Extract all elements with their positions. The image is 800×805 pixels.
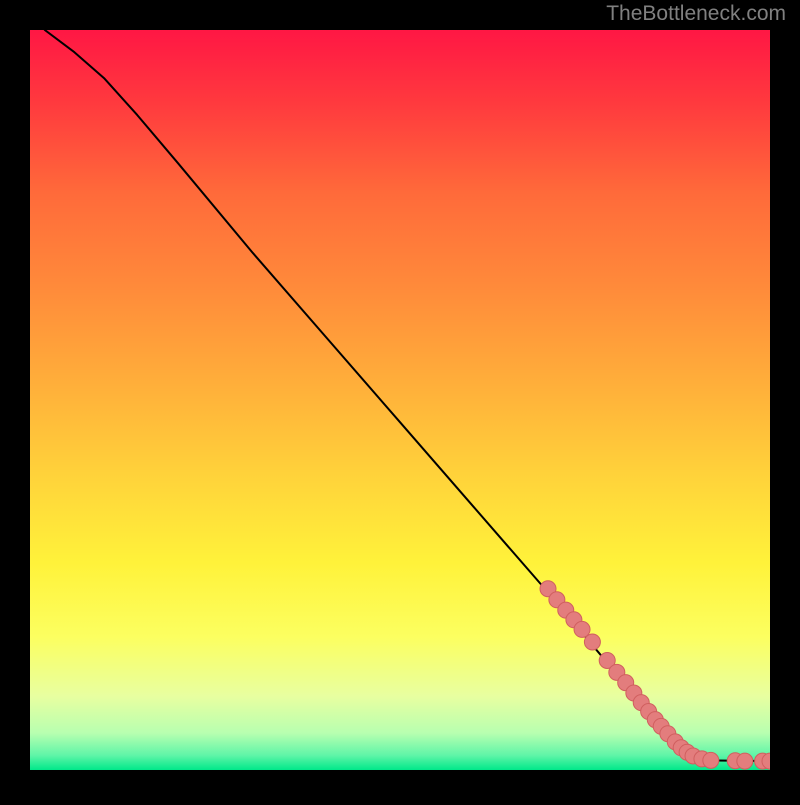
watermark-text: TheBottleneck.com	[606, 2, 786, 26]
chart-canvas	[0, 0, 800, 800]
chart-frame	[0, 0, 800, 800]
